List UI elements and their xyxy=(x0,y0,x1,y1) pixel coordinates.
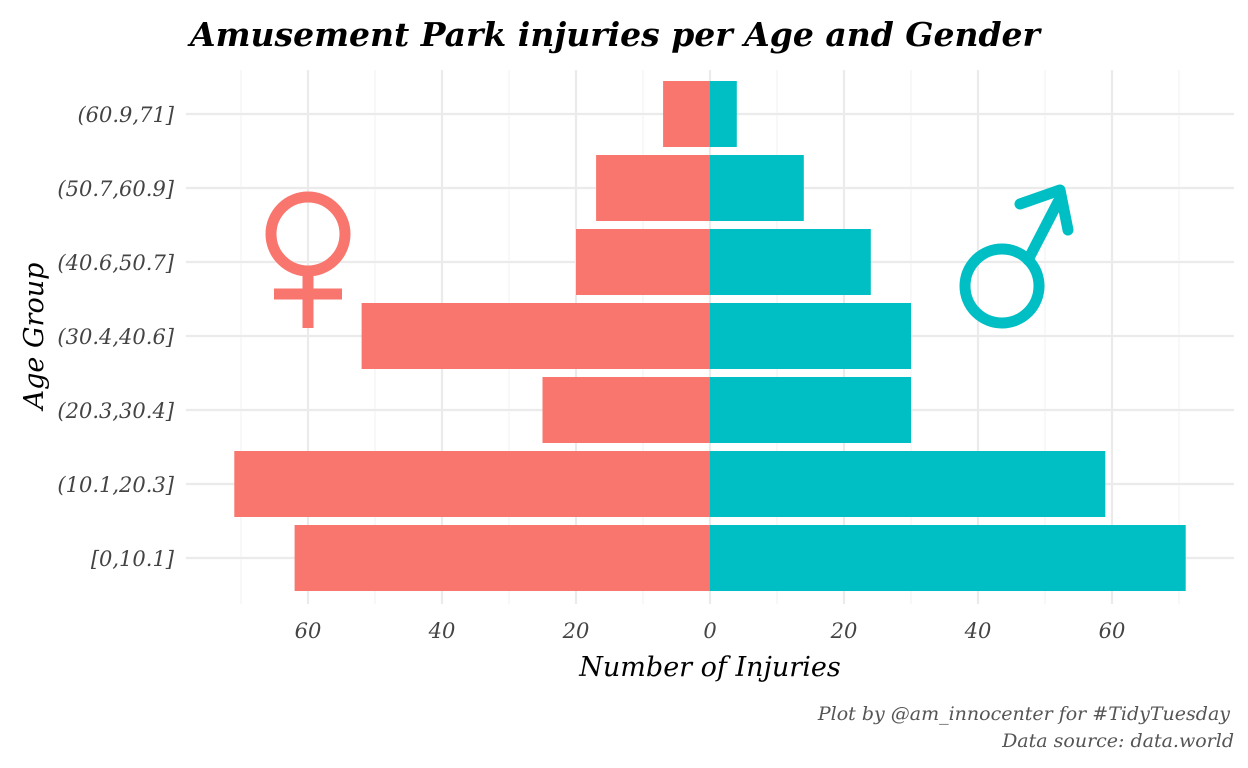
caption-source: Data source: data.world xyxy=(1001,730,1234,752)
x-tick-label: 20 xyxy=(562,619,590,643)
x-axis-title: Number of Injuries xyxy=(578,652,840,683)
bar-male-3 xyxy=(710,303,911,369)
bar-male-6 xyxy=(710,81,737,147)
bar-female-6 xyxy=(663,81,710,147)
caption-credit: Plot by @am_innocenter for #TidyTuesday xyxy=(817,703,1230,725)
bar-female-0 xyxy=(294,525,710,591)
x-tick-labels: 60 40 20 0 20 40 60 xyxy=(295,619,1126,643)
bars xyxy=(234,81,1186,591)
x-tick-label: 60 xyxy=(295,619,322,643)
bar-female-3 xyxy=(361,303,710,369)
chart-title: Amusement Park injuries per Age and Gend… xyxy=(187,15,1043,54)
bar-male-0 xyxy=(710,525,1186,591)
bar-male-2 xyxy=(710,377,911,443)
y-tick-label: (60.9,71] xyxy=(77,103,174,127)
bar-male-5 xyxy=(710,155,804,221)
bar-female-2 xyxy=(542,377,710,443)
male-symbol-icon xyxy=(959,184,1074,329)
x-tick-label: 40 xyxy=(964,619,992,643)
x-tick-label: 60 xyxy=(1099,619,1126,643)
y-tick-label: [0,10.1] xyxy=(91,547,175,571)
y-axis-title: Age Group xyxy=(19,263,50,413)
y-tick-label: (20.3,30.4] xyxy=(57,399,174,423)
bar-female-1 xyxy=(234,451,711,517)
x-tick-label: 0 xyxy=(703,619,716,643)
bar-male-4 xyxy=(710,229,871,295)
x-tick-label: 20 xyxy=(830,619,858,643)
y-tick-label: (40.6,50.7] xyxy=(57,251,174,275)
y-tick-label: (30.4,40.6] xyxy=(57,325,174,349)
y-tick-labels: [0,10.1] (10.1,20.3] (20.3,30.4] (30.4,40.6… xyxy=(57,103,174,571)
bar-female-5 xyxy=(596,155,710,221)
y-tick-label: (10.1,20.3] xyxy=(57,473,174,497)
x-tick-label: 40 xyxy=(428,619,456,643)
female-symbol-icon xyxy=(265,191,351,328)
gender-icons xyxy=(265,184,1074,329)
bar-female-4 xyxy=(576,229,710,295)
bar-male-1 xyxy=(710,451,1106,517)
y-tick-label: (50.7,60.9] xyxy=(57,177,174,201)
